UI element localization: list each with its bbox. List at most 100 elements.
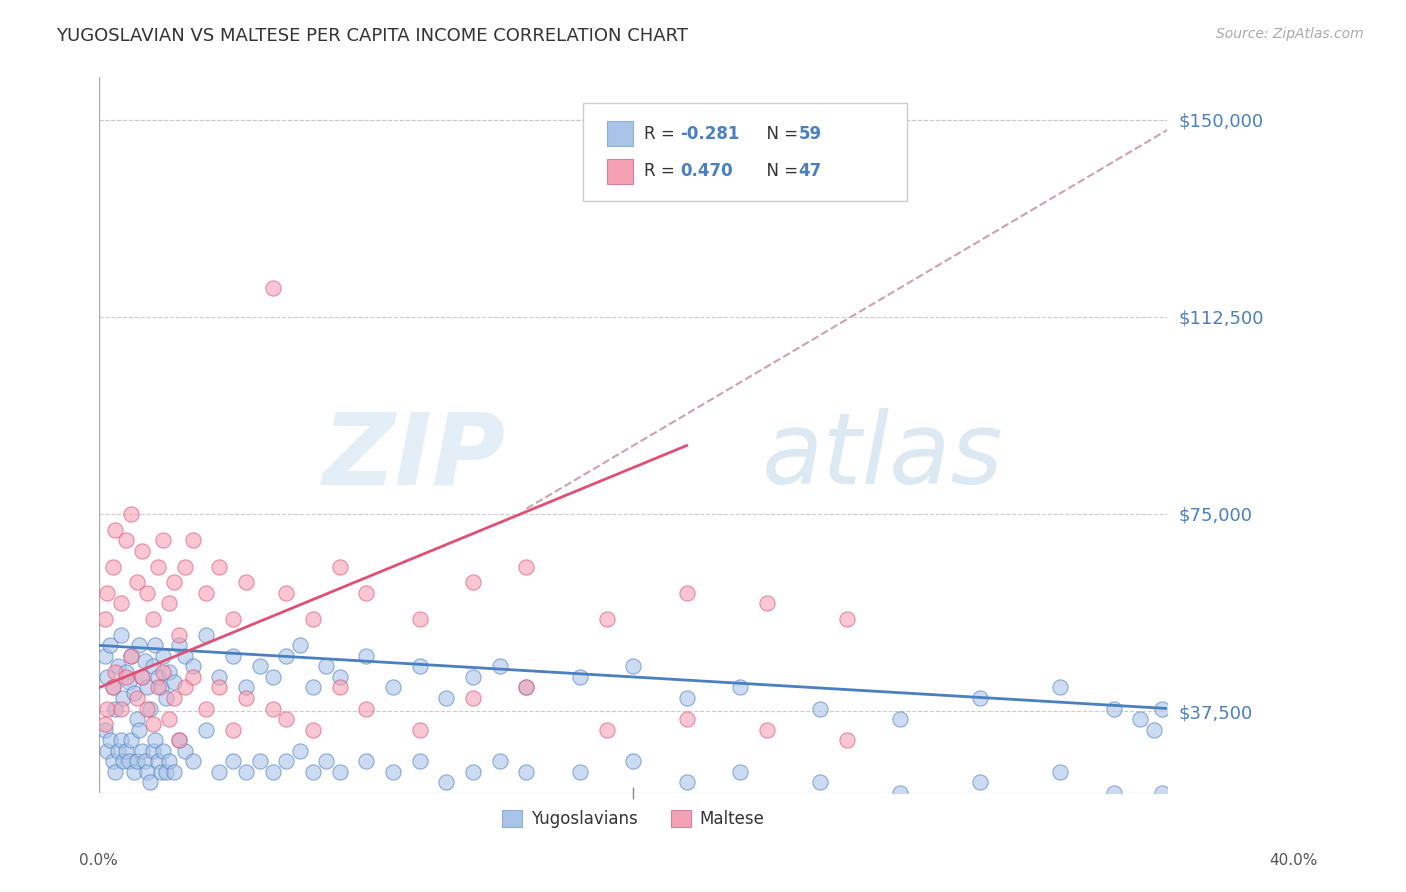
Point: [120, 733, 142, 747]
Point: [104, 764, 127, 779]
Point: [181, 670, 204, 684]
Point: [262, 764, 284, 779]
Point: [115, 670, 138, 684]
Point: [136, 701, 159, 715]
Point: [142, 743, 165, 757]
Point: [149, 764, 172, 779]
Point: [173, 681, 195, 695]
Point: [889, 712, 911, 726]
Text: 40.0%: 40.0%: [1270, 854, 1317, 868]
Text: 59: 59: [799, 125, 821, 143]
Point: [101, 681, 124, 695]
Point: [169, 733, 191, 747]
Point: [755, 723, 778, 737]
Point: [98, 733, 121, 747]
Point: [808, 775, 831, 789]
Point: [115, 533, 138, 548]
Legend: Yugoslavians, Maltese: Yugoslavians, Maltese: [496, 803, 770, 834]
Point: [728, 764, 751, 779]
Point: [755, 596, 778, 610]
Point: [461, 691, 484, 706]
Point: [110, 701, 132, 715]
Point: [329, 764, 352, 779]
Text: R =: R =: [644, 125, 681, 143]
Point: [115, 743, 138, 757]
Point: [122, 686, 145, 700]
Point: [249, 659, 271, 673]
Point: [136, 681, 159, 695]
Point: [152, 533, 174, 548]
Point: [675, 712, 697, 726]
Point: [262, 281, 284, 295]
Point: [1143, 806, 1166, 821]
Point: [461, 575, 484, 590]
Point: [107, 743, 129, 757]
Point: [155, 764, 177, 779]
Point: [110, 733, 132, 747]
Point: [568, 670, 591, 684]
Point: [382, 764, 405, 779]
Point: [302, 681, 325, 695]
Point: [329, 670, 352, 684]
Point: [728, 681, 751, 695]
Point: [235, 575, 257, 590]
Point: [142, 659, 165, 673]
Point: [142, 612, 165, 626]
Point: [208, 670, 231, 684]
Point: [120, 648, 142, 663]
Point: [122, 764, 145, 779]
Point: [152, 648, 174, 663]
Point: [112, 691, 135, 706]
Point: [488, 754, 510, 768]
Point: [969, 691, 991, 706]
Point: [409, 723, 432, 737]
Point: [1143, 723, 1166, 737]
Point: [146, 681, 169, 695]
Point: [434, 775, 457, 789]
Point: [136, 586, 159, 600]
Point: [146, 754, 169, 768]
Point: [139, 701, 162, 715]
Point: [889, 786, 911, 800]
Point: [235, 681, 257, 695]
Point: [145, 639, 167, 653]
Point: [515, 681, 537, 695]
Point: [104, 523, 127, 537]
Point: [163, 575, 186, 590]
Point: [461, 670, 484, 684]
Point: [621, 754, 644, 768]
Point: [208, 559, 231, 574]
Point: [157, 712, 180, 726]
Point: [157, 596, 180, 610]
Point: [115, 665, 138, 679]
Point: [173, 559, 195, 574]
Point: [134, 754, 156, 768]
Point: [288, 743, 311, 757]
Point: [222, 754, 245, 768]
Point: [329, 559, 352, 574]
Point: [302, 764, 325, 779]
Point: [157, 665, 180, 679]
Point: [93, 612, 115, 626]
Point: [169, 628, 191, 642]
Point: [835, 733, 858, 747]
Point: [139, 775, 162, 789]
Point: [1102, 701, 1125, 715]
Point: [409, 659, 432, 673]
Point: [96, 670, 118, 684]
Point: [262, 670, 284, 684]
Point: [1102, 786, 1125, 800]
Point: [131, 743, 153, 757]
Point: [131, 670, 153, 684]
Point: [96, 586, 118, 600]
Point: [276, 648, 298, 663]
Point: [101, 681, 124, 695]
Point: [621, 659, 644, 673]
Point: [152, 665, 174, 679]
Point: [288, 639, 311, 653]
Point: [515, 764, 537, 779]
Point: [969, 775, 991, 789]
Point: [93, 648, 115, 663]
Point: [276, 712, 298, 726]
Point: [104, 701, 127, 715]
